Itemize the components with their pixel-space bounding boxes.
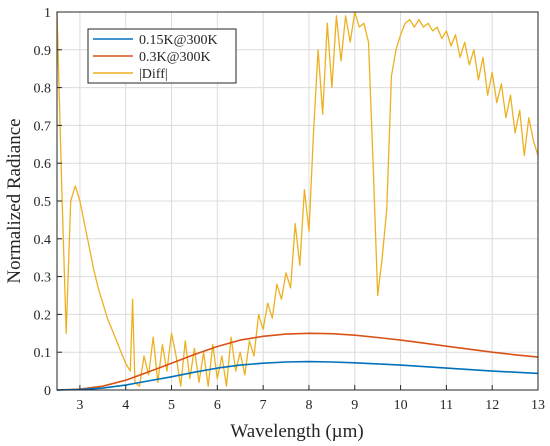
x-tick-label: 8 [305,398,312,413]
series-line-2 [56,11,539,387]
y-tick-label: 0.9 [34,44,52,59]
series-line-1 [56,332,539,391]
y-tick-label: 0.7 [34,119,52,134]
x-tick-label: 3 [76,398,83,413]
y-tick-label: 0.1 [34,346,52,361]
x-tick-label: 10 [394,398,408,413]
x-tick-label: 12 [485,398,499,413]
y-tick-label: 0.8 [34,82,52,97]
y-tick-label: 0.5 [34,195,52,210]
y-tick-label: 0.6 [34,157,52,172]
x-tick-label: 5 [168,398,175,413]
legend-label-diff: |Diff| [139,67,168,82]
x-tick-label: 13 [531,398,545,413]
x-tick-label: 7 [260,398,267,413]
legend-label-0.15k: 0.15K@300K [139,33,218,48]
x-tick-label: 6 [214,398,221,413]
tick-labels: 3 4 5 6 7 8 9 10 11 12 13 0 0.1 0.2 0.3 0.4 0.5 0.6 0.7 0.8… [34,6,546,413]
y-tick-label: 0.2 [34,308,52,323]
y-tick-label: 1 [44,6,51,21]
y-tick-label: 0.4 [34,233,52,248]
x-axis-label: Wavelength (µm) [230,421,363,442]
legend-label-0.3k: 0.3K@300K [139,50,211,65]
x-tick-label: 9 [351,398,358,413]
series-layer [56,11,539,391]
series-line-0 [56,360,539,391]
y-tick-label: 0 [44,384,51,399]
y-axis-label: Normalized Radiance [4,118,25,283]
y-tick-label: 0.3 [34,271,52,286]
x-tick-label: 11 [440,398,453,413]
x-tick-label: 4 [122,398,129,413]
legend: 0.15K@300K 0.3K@300K |Diff| [87,28,237,84]
